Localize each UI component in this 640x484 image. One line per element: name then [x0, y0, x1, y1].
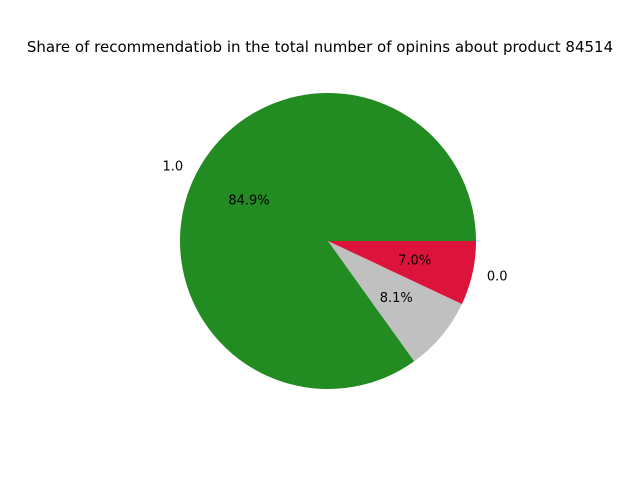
pie-slice-label-2: 0.0	[487, 270, 508, 285]
pie-slice-0	[180, 93, 476, 390]
pie-pct-label-0: 84.9%	[228, 193, 269, 208]
chart-title: Share of recommendatiob in the total num…	[27, 38, 613, 56]
pie-labels: 84.9% 1.0 8.1% 7.0% 0.0	[162, 160, 507, 306]
pie-pct-label-2: 7.0%	[398, 253, 431, 268]
pie-slice-1	[328, 241, 462, 362]
pie-slice-label-0: 1.0	[162, 160, 183, 175]
pie-pct-label-1: 8.1%	[380, 291, 413, 306]
pie-slices	[180, 93, 476, 390]
pie-slice-2	[328, 241, 476, 305]
